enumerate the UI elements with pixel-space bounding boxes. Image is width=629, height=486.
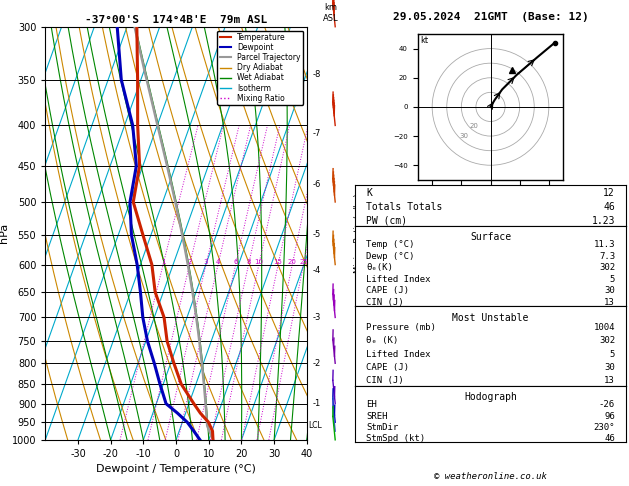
- Text: Hodograph: Hodograph: [464, 392, 517, 402]
- Text: Lifted Index: Lifted Index: [366, 349, 430, 359]
- Text: StmSpd (kt): StmSpd (kt): [366, 434, 425, 443]
- X-axis label: Dewpoint / Temperature (°C): Dewpoint / Temperature (°C): [96, 465, 256, 474]
- Text: 15: 15: [274, 259, 282, 264]
- Text: 1004: 1004: [594, 323, 615, 332]
- Text: Mixing Ratio (g/kg): Mixing Ratio (g/kg): [354, 193, 363, 273]
- Text: 1: 1: [161, 259, 165, 264]
- Text: Most Unstable: Most Unstable: [452, 313, 529, 323]
- Legend: Temperature, Dewpoint, Parcel Trajectory, Dry Adiabat, Wet Adiabat, Isotherm, Mi: Temperature, Dewpoint, Parcel Trajectory…: [218, 31, 303, 105]
- Text: -5: -5: [312, 230, 320, 239]
- Title: -37°00'S  174°4B'E  79m ASL: -37°00'S 174°4B'E 79m ASL: [85, 15, 267, 25]
- Text: 46: 46: [604, 434, 615, 443]
- Text: -1: -1: [312, 399, 320, 408]
- Text: 2: 2: [187, 259, 192, 264]
- Text: -6: -6: [312, 180, 320, 189]
- Text: CIN (J): CIN (J): [366, 297, 404, 307]
- Text: kt: kt: [421, 36, 428, 45]
- Text: 6: 6: [233, 259, 238, 264]
- Text: CAPE (J): CAPE (J): [366, 286, 409, 295]
- Text: 8: 8: [247, 259, 251, 264]
- Text: 230°: 230°: [594, 423, 615, 432]
- Text: LCL: LCL: [308, 421, 322, 430]
- Text: 25: 25: [299, 259, 308, 264]
- Text: 12: 12: [603, 188, 615, 198]
- Text: 30: 30: [604, 286, 615, 295]
- Text: K: K: [366, 188, 372, 198]
- Text: Lifted Index: Lifted Index: [366, 275, 430, 284]
- Text: 20: 20: [469, 123, 479, 129]
- Text: Temp (°C): Temp (°C): [366, 240, 415, 249]
- Text: SREH: SREH: [366, 412, 387, 420]
- Text: Pressure (mb): Pressure (mb): [366, 323, 436, 332]
- Text: PW (cm): PW (cm): [366, 216, 407, 226]
- Text: StmDir: StmDir: [366, 423, 398, 432]
- Text: 1.23: 1.23: [591, 216, 615, 226]
- Text: 29.05.2024  21GMT  (Base: 12): 29.05.2024 21GMT (Base: 12): [392, 12, 588, 22]
- Text: CAPE (J): CAPE (J): [366, 363, 409, 372]
- Text: 30: 30: [604, 363, 615, 372]
- Text: EH: EH: [366, 400, 377, 409]
- Text: CIN (J): CIN (J): [366, 376, 404, 385]
- Text: 96: 96: [604, 412, 615, 420]
- Text: Dewp (°C): Dewp (°C): [366, 252, 415, 261]
- Text: 3: 3: [204, 259, 208, 264]
- Y-axis label: hPa: hPa: [0, 223, 9, 243]
- Text: 5: 5: [610, 275, 615, 284]
- Text: 30: 30: [459, 134, 468, 139]
- Text: 20: 20: [288, 259, 297, 264]
- Text: -2: -2: [312, 359, 320, 368]
- Text: θₑ(K): θₑ(K): [366, 263, 393, 272]
- Text: -7: -7: [312, 129, 320, 139]
- Text: km
ASL: km ASL: [323, 3, 339, 22]
- Text: 13: 13: [604, 376, 615, 385]
- Text: 4: 4: [216, 259, 220, 264]
- Text: 13: 13: [604, 297, 615, 307]
- Text: 5: 5: [610, 349, 615, 359]
- Text: © weatheronline.co.uk: © weatheronline.co.uk: [434, 472, 547, 481]
- Text: 302: 302: [599, 263, 615, 272]
- Text: 46: 46: [603, 202, 615, 212]
- Text: Surface: Surface: [470, 232, 511, 242]
- Text: 10: 10: [254, 259, 264, 264]
- Text: -8: -8: [312, 70, 320, 79]
- Text: -3: -3: [312, 313, 320, 322]
- Text: 11.3: 11.3: [594, 240, 615, 249]
- Text: -4: -4: [312, 266, 320, 275]
- Text: -26: -26: [599, 400, 615, 409]
- Text: Totals Totals: Totals Totals: [366, 202, 442, 212]
- Text: 302: 302: [599, 336, 615, 345]
- Text: θₑ (K): θₑ (K): [366, 336, 398, 345]
- Text: 7.3: 7.3: [599, 252, 615, 261]
